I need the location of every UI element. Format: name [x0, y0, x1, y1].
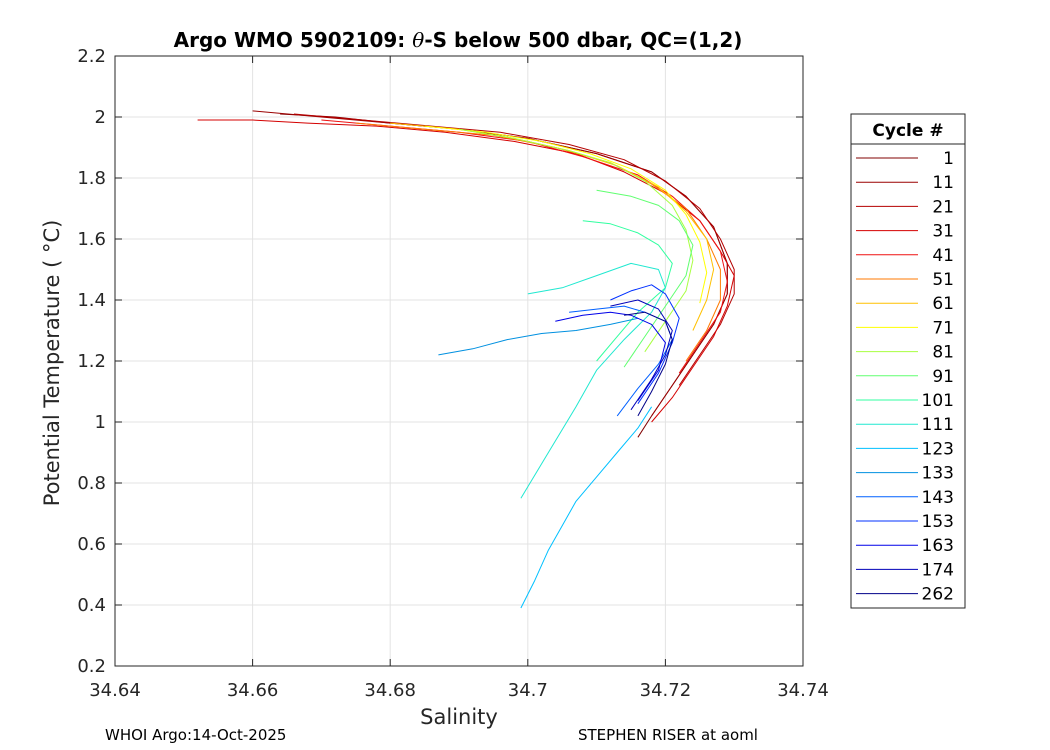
series-line-cycle-153: [610, 284, 680, 404]
series-line-cycle-133: [438, 317, 639, 356]
legend-label: 71: [932, 318, 954, 338]
x-axis-label: Salinity: [420, 705, 498, 729]
legend-box: [850, 113, 966, 609]
legend-entries: 1112131415161718191101111123133143153163…: [856, 149, 954, 605]
x-tick-label: 34.68: [364, 680, 416, 701]
y-tick-label: 1.6: [77, 229, 106, 250]
y-tick-label: 0.4: [77, 595, 106, 616]
y-tick-label: 1.2: [77, 351, 106, 372]
series-line-cycle-262: [624, 311, 673, 417]
legend-label: 143: [922, 488, 954, 508]
legend-label: 61: [932, 294, 954, 314]
footer-left: WHOI Argo:14-Oct-2025: [105, 726, 286, 744]
legend-label: 41: [932, 246, 954, 266]
x-tick-label: 34.64: [89, 680, 141, 701]
y-tick-label: 0.8: [77, 473, 106, 494]
legend-label: 101: [922, 391, 954, 411]
legend: Cycle # 11121314151617181911011111231331…: [850, 113, 966, 609]
x-tick-label: 34.66: [227, 680, 279, 701]
plot-clip: [197, 110, 735, 609]
legend-label: 262: [922, 585, 954, 605]
series-line-cycle-81: [458, 128, 694, 353]
legend-label: 31: [932, 222, 954, 242]
legend-title: Cycle #: [872, 121, 943, 141]
legend-label: 133: [922, 464, 954, 484]
legend-label: 153: [922, 512, 954, 532]
legend-label: 174: [922, 560, 954, 580]
footer-right: STEPHEN RISER at aoml: [578, 726, 758, 744]
axis-ticks: 34.64 34.66 34.68 34.7 34.72 34.74 0.2 0.4 0.6 0.…: [77, 46, 828, 701]
chart-title: Argo WMO 5902109: θ-S below 500 dbar, QC…: [174, 28, 743, 52]
y-tick-label: 1.4: [77, 290, 106, 311]
series-line-cycle-91: [596, 189, 694, 368]
x-tick-label: 34.7: [508, 680, 548, 701]
legend-label: 11: [932, 173, 954, 193]
y-tick-label: 0.2: [77, 656, 106, 677]
legend-label: 163: [922, 536, 954, 556]
y-tick-label: 1.8: [77, 168, 106, 189]
series-line-cycle-174: [610, 299, 673, 411]
series-line-cycle-123: [520, 406, 653, 609]
legend-label: 111: [922, 415, 954, 435]
legend-label: 123: [922, 439, 954, 459]
series-line-cycle-21: [293, 113, 735, 386]
data-series-layer: [197, 110, 735, 609]
x-tick-label: 34.72: [640, 680, 692, 701]
series-line-cycle-111: [520, 262, 666, 499]
y-axis-label: Potential Temperature ( °C): [40, 220, 64, 507]
series-line-cycle-71: [424, 125, 708, 304]
y-tick-label: 2: [95, 107, 106, 128]
y-tick-label: 1: [95, 412, 106, 433]
legend-label: 51: [932, 270, 954, 290]
y-tick-label: 0.6: [77, 534, 106, 555]
legend-label: 1: [943, 149, 954, 169]
x-tick-label: 34.74: [777, 680, 829, 701]
legend-label: 91: [932, 367, 954, 387]
legend-label: 21: [932, 197, 954, 217]
y-tick-label: 2.2: [77, 46, 106, 67]
legend-label: 81: [932, 343, 954, 363]
series-line-cycle-101: [582, 220, 673, 362]
